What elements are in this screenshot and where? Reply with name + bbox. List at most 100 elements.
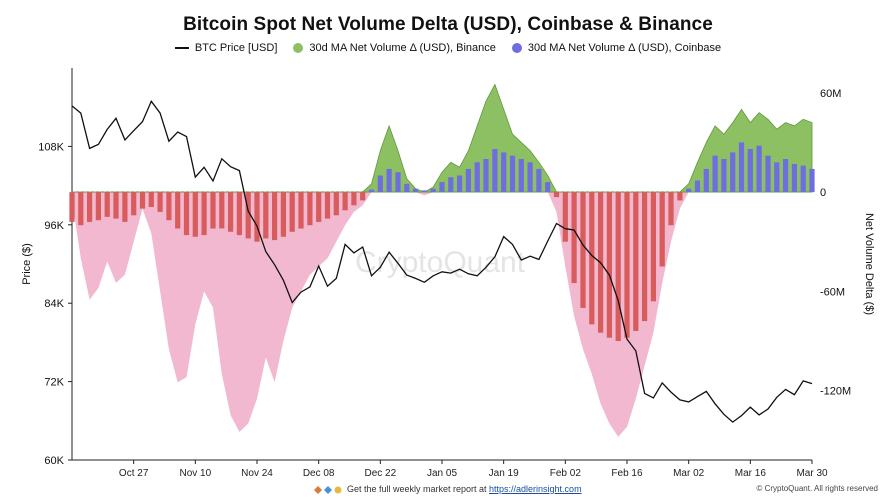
left-tick-label: 108K xyxy=(38,141,64,153)
coinbase-bar xyxy=(272,192,278,241)
coinbase-bar xyxy=(368,189,375,193)
legend: BTC Price [USD] 30d MA Net Volume Δ (USD… xyxy=(0,42,896,54)
coinbase-bar xyxy=(289,192,295,232)
coinbase-bar xyxy=(730,152,736,193)
coinbase-bar xyxy=(175,192,181,229)
coinbase-bar xyxy=(509,155,516,193)
coinbase-bar xyxy=(360,192,366,201)
coinbase-bar xyxy=(650,192,656,302)
coinbase-bar xyxy=(351,192,357,206)
coinbase-bar xyxy=(280,192,286,237)
coinbase-bar xyxy=(139,192,146,209)
coinbase-bar xyxy=(668,192,674,226)
coinbase-bar xyxy=(183,192,190,236)
x-tick-label: Nov 24 xyxy=(241,468,273,479)
coinbase-bar xyxy=(615,192,621,341)
coinbase-bar xyxy=(236,192,242,236)
coinbase-bar xyxy=(545,182,551,192)
x-tick-label: Oct 27 xyxy=(119,468,149,479)
coinbase-bar xyxy=(104,192,110,217)
coinbase-bar xyxy=(333,192,339,216)
coinbase-bar xyxy=(377,175,383,192)
coinbase-bar xyxy=(747,149,753,192)
coinbase-bar xyxy=(201,192,207,236)
coinbase-bar xyxy=(721,159,727,193)
x-tick-label: Dec 22 xyxy=(364,468,396,479)
coinbase-bar xyxy=(571,192,577,284)
coinbase-bar xyxy=(69,192,75,222)
coinbase-bar xyxy=(448,177,454,193)
coinbase-bar xyxy=(783,159,789,193)
coinbase-bar xyxy=(457,175,463,192)
coinbase-bar xyxy=(703,168,709,193)
gem-icon xyxy=(324,485,333,494)
price-line-group xyxy=(71,100,813,423)
x-tick-label: Feb 16 xyxy=(611,468,643,479)
coinbase-bar xyxy=(624,192,630,338)
footer-link[interactable]: https://adlerinsight.com xyxy=(489,484,582,494)
coinbase-bar xyxy=(307,192,313,226)
coinbase-bar xyxy=(562,192,568,242)
x-tick-label: Jan 19 xyxy=(489,468,519,479)
coinbase-bar xyxy=(536,168,542,193)
x-tick-label: Mar 30 xyxy=(796,468,828,479)
btc-price-line xyxy=(71,100,813,423)
binance-negative-area xyxy=(72,192,812,437)
coinbase-bar xyxy=(386,168,392,193)
coinbase-bar xyxy=(492,149,498,192)
legend-dot-coinbase xyxy=(511,43,522,53)
legend-item-binance[interactable]: 30d MA Net Volume Δ (USD), Binance xyxy=(293,42,496,54)
coinbase-bar xyxy=(166,192,172,221)
coinbase-bar xyxy=(518,159,524,193)
coinbase-bars-group xyxy=(69,142,815,341)
coinbase-bar xyxy=(78,192,84,226)
legend-label-binance: 30d MA Net Volume Δ (USD), Binance xyxy=(309,42,496,54)
coinbase-bar xyxy=(404,183,410,193)
coinbase-bar xyxy=(131,192,137,216)
coinbase-bar xyxy=(342,192,348,211)
coinbase-bar xyxy=(580,192,586,308)
coinbase-bar xyxy=(228,192,234,232)
coinbase-bar xyxy=(765,155,771,193)
coinbase-bar xyxy=(148,192,154,207)
hands-icon xyxy=(334,486,342,494)
legend-label-coinbase: 30d MA Net Volume Δ (USD), Coinbase xyxy=(527,42,722,54)
coinbase-bar xyxy=(413,188,419,192)
left-tick-label: 84K xyxy=(44,298,64,310)
binance-positive-area xyxy=(71,83,813,193)
coinbase-bar xyxy=(430,188,436,192)
x-tick-label: Nov 10 xyxy=(179,468,211,479)
coinbase-bar xyxy=(791,163,797,192)
coinbase-bar xyxy=(192,192,198,237)
coinbase-bar xyxy=(324,192,331,219)
chart-title: Bitcoin Spot Net Volume Delta (USD), Coi… xyxy=(183,14,713,35)
legend-item-coinbase[interactable]: 30d MA Net Volume Δ (USD), Coinbase xyxy=(511,42,722,54)
coinbase-bar xyxy=(395,172,401,192)
right-tick-label: -60M xyxy=(820,286,845,298)
coinbase-bar xyxy=(465,168,471,193)
coinbase-bar xyxy=(589,192,595,325)
x-tick-label: Dec 08 xyxy=(303,468,335,479)
coinbase-bar xyxy=(122,192,128,222)
x-tick-label: Jan 05 xyxy=(427,468,457,479)
left-tick-label: 96K xyxy=(44,220,64,232)
coinbase-bar xyxy=(738,142,745,192)
coinbase-bar xyxy=(263,192,269,239)
coinbase-bar xyxy=(421,190,427,193)
coinbase-bar xyxy=(298,192,304,229)
legend-item-price[interactable]: BTC Price [USD] xyxy=(174,42,277,54)
coinbase-bar xyxy=(210,192,216,229)
coinbase-bar xyxy=(756,145,762,192)
footer-note: Get the full weekly market report at htt… xyxy=(0,484,896,494)
coinbase-bar xyxy=(686,188,692,192)
watermark: CryptoQuant xyxy=(355,246,526,279)
x-tick-label: Mar 16 xyxy=(735,468,767,479)
right-tick-label: -120M xyxy=(820,386,851,398)
coinbase-bar xyxy=(439,182,445,192)
y-axis-title-right: Net Volume Delta ($) xyxy=(863,213,875,315)
coinbase-bar xyxy=(677,192,683,201)
coinbase-bar xyxy=(809,168,815,193)
coinbase-bar xyxy=(527,162,533,193)
coinbase-bar xyxy=(157,192,163,212)
